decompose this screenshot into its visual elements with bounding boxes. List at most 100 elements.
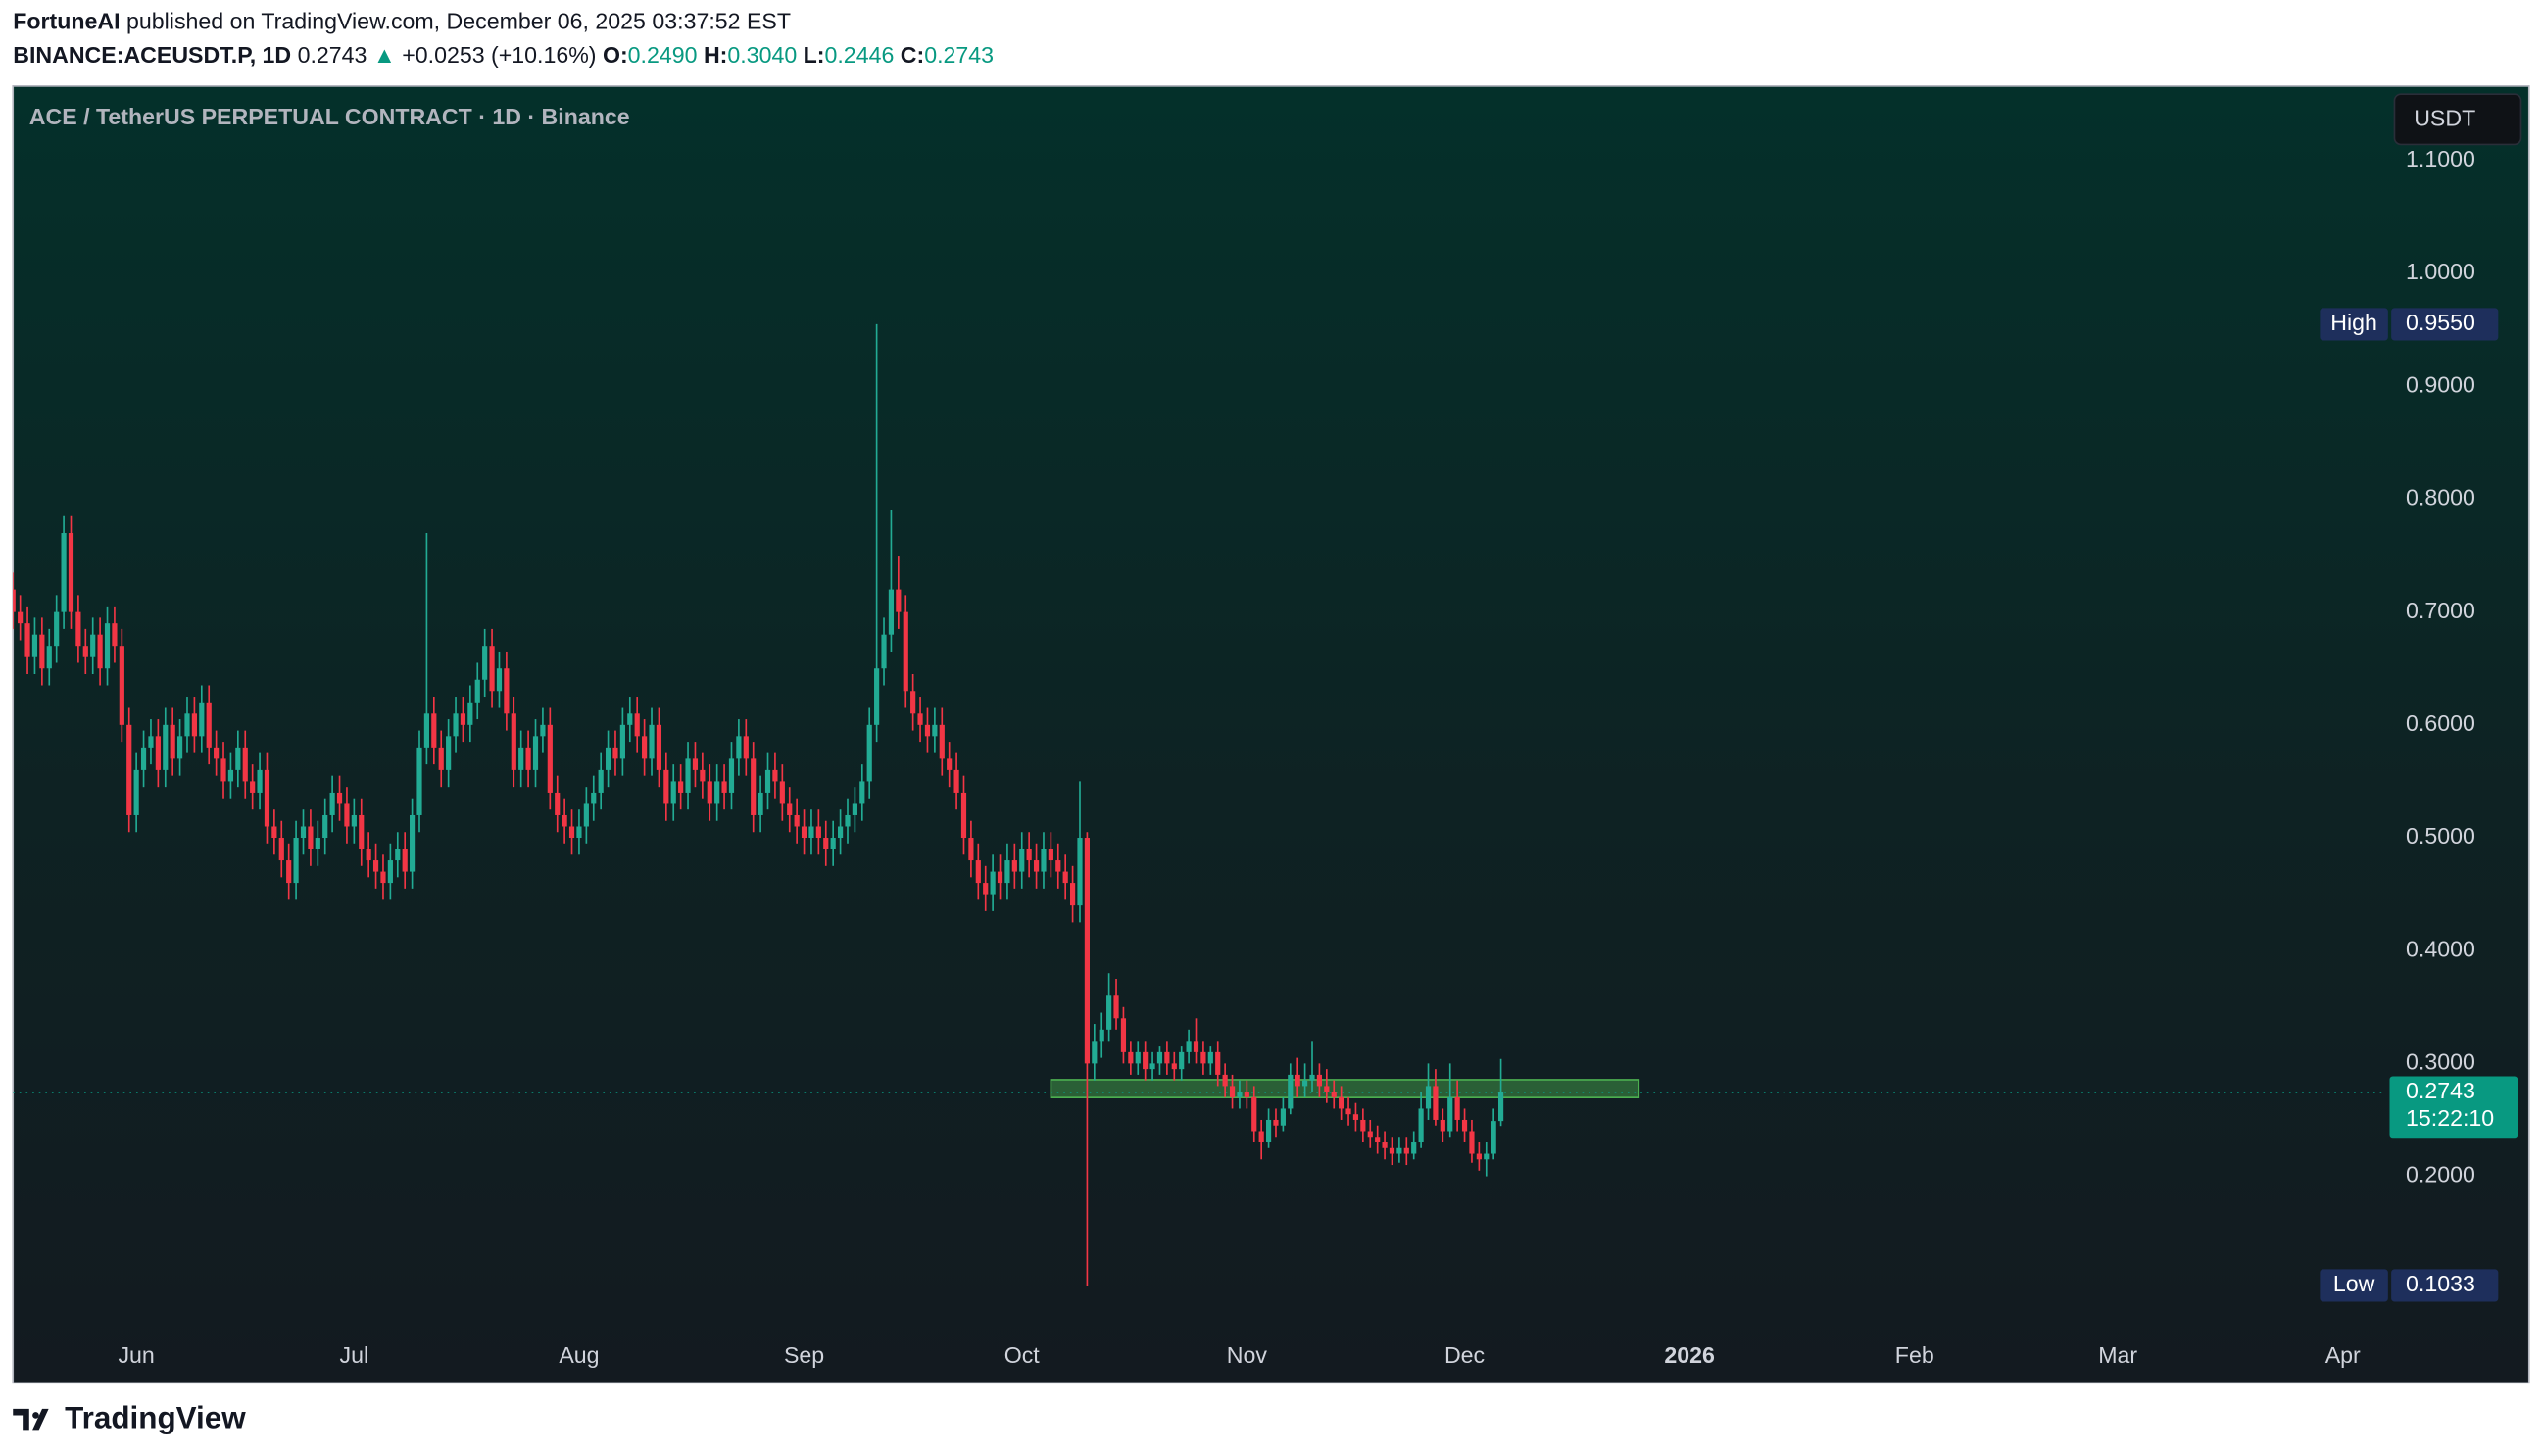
candle-body <box>685 758 691 793</box>
ohlc-label: C: <box>901 42 924 68</box>
candle-body <box>764 769 771 793</box>
candle-body <box>82 646 88 657</box>
ohlc-label: O: <box>603 42 628 68</box>
candle-body <box>968 838 974 861</box>
candle-body <box>1019 849 1025 872</box>
candle-body <box>1215 1051 1221 1075</box>
candle-body <box>242 747 248 782</box>
candle-body <box>191 713 197 737</box>
candle-body <box>1244 1092 1249 1097</box>
ohlc-value: 0.3040 <box>727 42 797 68</box>
candle-body <box>1288 1074 1294 1109</box>
candle-body <box>953 769 959 793</box>
candle-body <box>1143 1051 1149 1070</box>
candle-body <box>1026 849 1032 861</box>
currency[interactable]: USDT <box>2414 106 2475 131</box>
candle-body <box>1265 1119 1272 1143</box>
low-marker-box <box>2320 1269 2388 1302</box>
candle-body <box>75 611 81 647</box>
candle-body <box>387 860 393 884</box>
x-tick-label: Feb <box>1895 1342 1934 1368</box>
candle-body <box>852 803 857 815</box>
countdown: 15:22:10 <box>2406 1105 2494 1131</box>
candle-body <box>714 781 720 804</box>
candle-body <box>1461 1119 1468 1132</box>
candle-body <box>1476 1153 1482 1160</box>
candle-body <box>344 803 350 827</box>
candle-body <box>975 860 981 884</box>
candle-body <box>293 838 299 884</box>
author: FortuneAI <box>13 8 120 33</box>
currency-button[interactable] <box>2393 93 2522 146</box>
candle-body <box>721 781 727 793</box>
candle-body <box>18 611 24 624</box>
support-zone <box>1050 1079 1640 1098</box>
candle-body <box>983 883 989 895</box>
candle-body <box>1339 1096 1344 1109</box>
candle-body <box>489 646 495 692</box>
high-marker-label: High <box>2330 310 2377 335</box>
change: +0.0253 (+10.16%) <box>402 42 596 68</box>
candle-body <box>547 724 553 793</box>
candle-body <box>1331 1092 1337 1097</box>
candle-body <box>46 646 52 669</box>
candle-body <box>707 781 712 804</box>
candle-body <box>227 769 234 782</box>
candle-body <box>1345 1108 1351 1115</box>
candle-body <box>315 838 320 849</box>
candle-body <box>997 871 1003 884</box>
candle-body <box>235 747 241 770</box>
candle-body <box>1258 1131 1264 1143</box>
y-tick-label: 0.7000 <box>2406 598 2475 623</box>
ohlc-value: 0.2490 <box>628 42 698 68</box>
candle-body <box>736 736 742 759</box>
candle-body <box>960 792 967 839</box>
candle-body <box>1149 1063 1155 1070</box>
candle-body <box>947 758 953 770</box>
y-tick-label: 0.2000 <box>2406 1162 2475 1188</box>
symbol-line: BINANCE:ACEUSDT.P, 1D 0.2743 ▲ +0.0253 (… <box>13 42 994 68</box>
candle-body <box>1360 1119 1366 1132</box>
candle-body <box>903 611 908 692</box>
candle-body <box>1179 1051 1185 1070</box>
candle-body <box>1403 1147 1409 1154</box>
candle-body <box>176 736 183 759</box>
candle-body <box>779 781 785 804</box>
candle-body <box>1048 849 1053 861</box>
last-price-box <box>2389 1076 2518 1139</box>
x-tick-label: Oct <box>1004 1342 1041 1368</box>
candle-body <box>112 623 118 647</box>
candle-body <box>351 814 357 827</box>
candle-body <box>1454 1096 1460 1120</box>
x-tick-label: 2026 <box>1664 1342 1715 1368</box>
candle-body <box>1324 1086 1330 1092</box>
candle-body <box>939 724 945 759</box>
y-tick-label: 0.5000 <box>2406 823 2475 849</box>
candle-body <box>1171 1063 1177 1070</box>
candle-body <box>1251 1096 1257 1132</box>
candle-body <box>830 838 836 849</box>
low-marker-value: 0.1033 <box>2406 1271 2475 1296</box>
candle-body <box>199 702 205 737</box>
candle-body <box>1113 995 1119 1019</box>
plot <box>13 323 2387 1286</box>
y-tick-label: 0.9000 <box>2406 371 2475 397</box>
x-tick-label: Mar <box>2098 1342 2137 1368</box>
candle-body <box>815 826 821 839</box>
candle-body <box>467 702 473 725</box>
candle-body <box>372 860 379 872</box>
high-marker-box <box>2320 308 2388 341</box>
candle-body <box>1382 1142 1388 1148</box>
candle-body <box>649 724 655 759</box>
candle-body <box>1193 1041 1199 1052</box>
y-tick-label: 1.1000 <box>2406 146 2475 171</box>
candle-body <box>1375 1137 1381 1143</box>
candle-body <box>380 871 386 884</box>
candle-body <box>214 747 220 759</box>
candle-body <box>576 826 582 839</box>
candle-body <box>1237 1092 1243 1097</box>
candle-body <box>1425 1086 1432 1109</box>
candle-body <box>612 747 618 759</box>
candle-body <box>1491 1121 1496 1154</box>
